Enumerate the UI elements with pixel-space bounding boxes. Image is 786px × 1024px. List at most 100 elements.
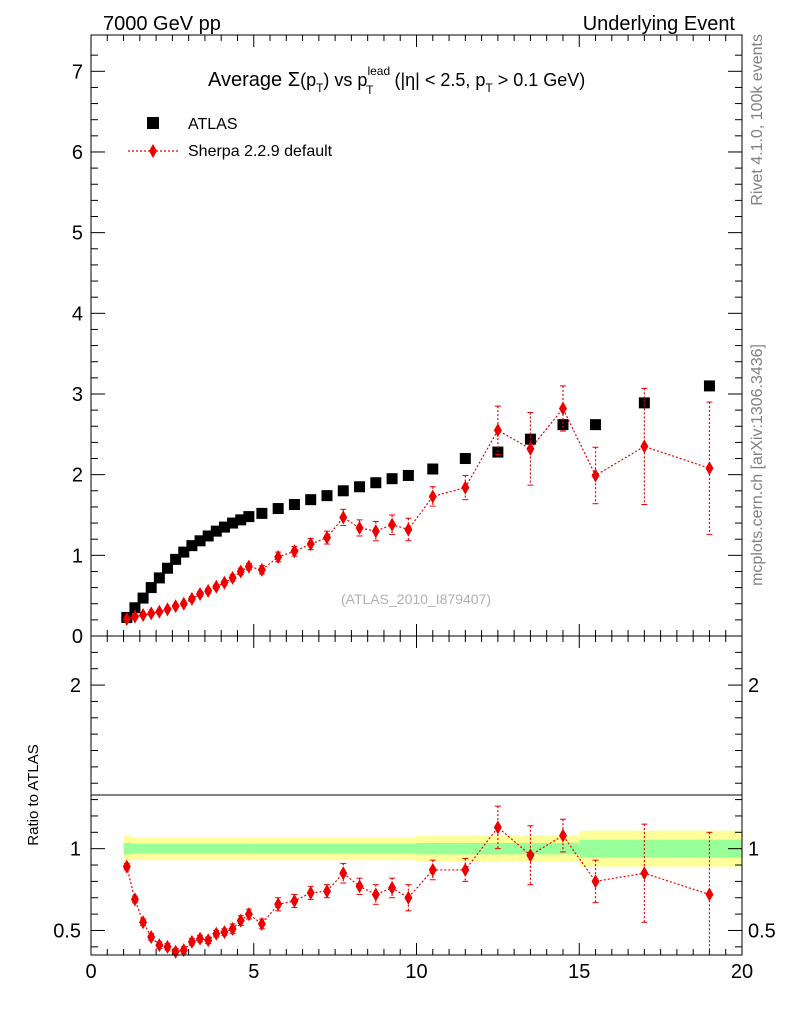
main-series <box>121 380 715 627</box>
mc-point <box>404 522 413 537</box>
x-tick-label: 10 <box>405 961 427 983</box>
mc-point <box>339 510 348 525</box>
mc-point <box>290 894 299 909</box>
mc-point <box>388 517 397 532</box>
mc-point <box>187 591 196 606</box>
atlas-point <box>321 490 333 502</box>
mc-point <box>139 915 148 930</box>
mc-point <box>179 596 188 611</box>
title-cut-end: > 0.1 GeV) <box>493 70 586 90</box>
ratio-y-tick-label: 1 <box>70 839 81 861</box>
mc-point <box>228 921 237 936</box>
mc-point <box>493 423 502 438</box>
mc-point <box>139 608 148 623</box>
atlas-point <box>227 517 239 529</box>
atlas-point <box>137 592 149 604</box>
mc-point <box>163 602 172 617</box>
mc-point <box>257 562 266 577</box>
atlas-point <box>129 602 141 614</box>
x-tick-label: 15 <box>568 961 590 983</box>
band-inner <box>253 843 417 854</box>
atlas-point <box>590 419 602 431</box>
mc-point <box>339 866 348 881</box>
mc-point <box>204 933 213 948</box>
header-right: Underlying Event <box>583 13 736 35</box>
title-T3: T <box>485 81 493 95</box>
title-T2: T <box>366 83 374 97</box>
mc-point <box>236 564 245 579</box>
mc-point <box>493 820 502 835</box>
atlas-point <box>703 380 715 392</box>
title-prefix: Average <box>208 69 288 91</box>
mc-point <box>388 880 397 895</box>
mc-point <box>591 874 600 889</box>
mc-point <box>179 943 188 958</box>
y-tick-label: 7 <box>72 61 83 83</box>
ratio-y-tick-label: 2 <box>70 675 81 697</box>
x-axis-labels: 0 5 10 15 20 <box>85 961 753 983</box>
y-tick-label: 0 <box>72 626 83 648</box>
mc-point <box>163 939 172 954</box>
atlas-point <box>459 453 471 465</box>
mc-point <box>355 879 364 894</box>
mc-point <box>196 587 205 602</box>
title-p: p <box>306 70 316 90</box>
title-cut: (|η| < 2.5, p <box>389 70 485 90</box>
ratio-frame <box>90 635 743 956</box>
mc-point <box>371 887 380 902</box>
ratio-y-tick-label-right: 2 <box>748 675 759 697</box>
mc-line <box>126 407 710 620</box>
atlas-point <box>170 553 182 565</box>
x-tick-label: 20 <box>731 961 753 983</box>
mc-point <box>212 926 221 941</box>
atlas-point <box>210 525 222 537</box>
atlas-point <box>386 473 398 485</box>
atlas-point <box>194 535 206 547</box>
atlas-point <box>235 514 247 526</box>
ratio-y-tick-label-right: 1 <box>748 839 759 861</box>
mc-point <box>228 570 237 585</box>
mc-point <box>322 530 331 545</box>
atlas-point <box>427 463 439 475</box>
y-tick-label: 6 <box>72 142 83 164</box>
atlas-point <box>161 562 173 574</box>
title-sigma: Σ <box>288 69 300 91</box>
mc-point <box>705 461 714 476</box>
y-tick-label: 4 <box>72 303 83 325</box>
mc-point <box>220 575 229 590</box>
mc-point <box>290 544 299 559</box>
mc-point <box>404 890 413 905</box>
mc-point <box>428 862 437 877</box>
legend-mc-label: Sherpa 2.2.9 default <box>188 143 333 160</box>
mc-point <box>526 441 535 456</box>
atlas-point <box>272 503 284 515</box>
ratio-y-tick-label: 0.5 <box>53 920 81 942</box>
y-tick-label: 3 <box>72 384 83 406</box>
mc-point <box>461 862 470 877</box>
mc-point <box>306 885 315 900</box>
mc-point <box>147 930 156 945</box>
header-left: 7000 GeV pp <box>103 13 221 35</box>
band-inner <box>131 843 254 854</box>
legend-atlas-marker <box>147 117 159 129</box>
mcplots-label: mcplots.cern.ch [arXiv:1306.3436] <box>749 344 766 586</box>
mc-point <box>204 583 213 598</box>
title-lead: lead <box>367 64 390 78</box>
mc-point <box>147 606 156 621</box>
title-vs: vs p <box>329 70 367 90</box>
ratio-ylabel: Ratio to ATLAS <box>25 744 42 845</box>
mc-point <box>122 612 131 627</box>
atlas-point <box>202 530 214 542</box>
atlas-point <box>186 540 198 552</box>
ratio-uncertainty-bands <box>123 830 742 867</box>
atlas-point <box>402 469 414 481</box>
mc-point <box>236 913 245 928</box>
mc-point <box>558 401 567 416</box>
mc-point <box>355 520 364 535</box>
mc-point <box>171 599 180 614</box>
atlas-point <box>354 481 366 493</box>
mc-point <box>155 938 164 953</box>
x-tick-label: 5 <box>248 961 259 983</box>
title-T1: T <box>316 81 324 95</box>
main-title: Average Σ(pT) vs plead T (|η| < 2.5, pT >… <box>208 64 585 97</box>
